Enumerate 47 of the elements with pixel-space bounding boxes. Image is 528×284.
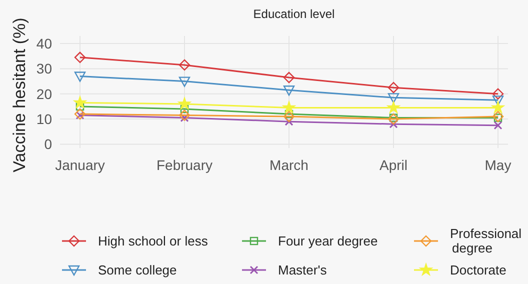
legend-label: Some college <box>98 262 177 278</box>
x-tick-label: April <box>379 157 408 173</box>
point <box>178 110 190 121</box>
point <box>74 52 86 63</box>
point <box>76 111 84 120</box>
point <box>74 96 86 108</box>
y-tick-label: 20 <box>36 86 52 102</box>
point <box>492 101 504 114</box>
point <box>494 114 502 122</box>
y-tick-label: 40 <box>36 35 52 52</box>
legend-label: Professional degree <box>450 226 522 256</box>
point <box>178 97 191 110</box>
point <box>74 108 86 120</box>
y-tick-label: 30 <box>36 60 52 77</box>
y-axis-title: Vaccine hesitant (%) <box>10 18 29 172</box>
point <box>492 88 504 100</box>
point <box>283 86 295 96</box>
x-tick-label: February <box>156 157 213 173</box>
x-tick-label: May <box>484 157 512 173</box>
point <box>494 121 502 130</box>
y-tick-label: 10 <box>36 110 52 127</box>
x-tick-label: March <box>270 157 308 173</box>
point <box>284 117 294 126</box>
point <box>388 93 400 104</box>
legend-label: High school or less <box>98 234 208 249</box>
y-tick-label: 0 <box>44 136 52 152</box>
point <box>388 113 400 125</box>
legend-label: Doctorate <box>450 262 506 278</box>
x-tick-label: January <box>55 157 105 173</box>
point <box>388 82 400 94</box>
point <box>283 72 295 84</box>
point <box>492 110 504 122</box>
legend-label: Master's <box>278 262 328 278</box>
point <box>389 114 398 122</box>
point <box>389 120 398 128</box>
legend-label: Four year degree <box>278 234 378 249</box>
point <box>178 59 190 71</box>
point <box>180 104 189 114</box>
point <box>178 76 190 87</box>
point <box>180 114 189 122</box>
point <box>282 101 296 114</box>
point <box>283 110 295 122</box>
chart-title: Education level <box>253 7 335 21</box>
point <box>74 72 86 82</box>
point <box>492 96 504 106</box>
point <box>387 101 400 114</box>
point <box>284 110 294 118</box>
